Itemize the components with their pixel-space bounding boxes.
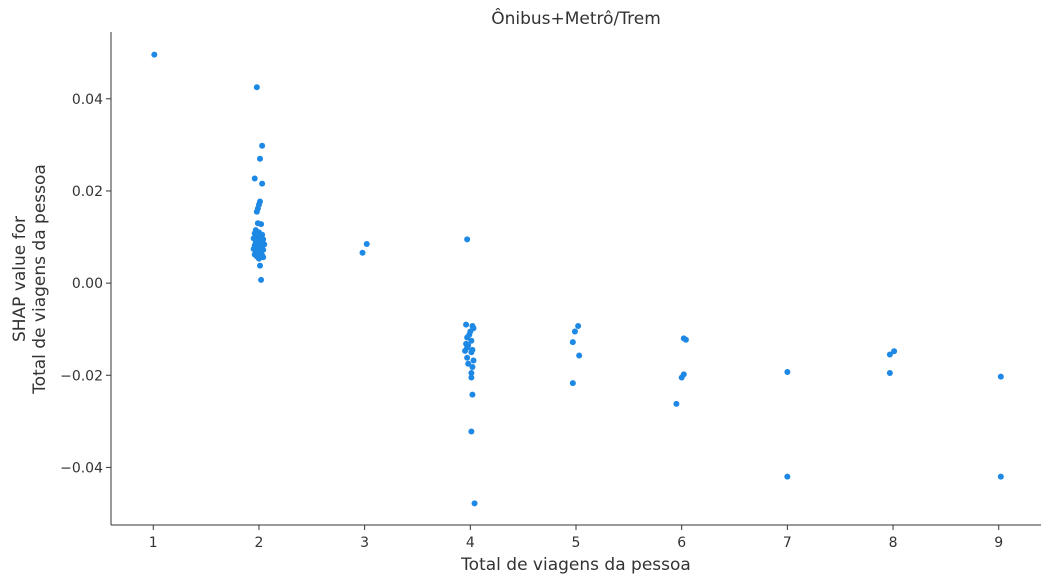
- scatter-point: [576, 352, 583, 359]
- y-axis-label-line-2: Total de viagens da pessoa: [30, 164, 50, 395]
- scatter-point: [363, 240, 370, 247]
- scatter-point: [257, 262, 264, 269]
- scatter-point: [359, 249, 366, 256]
- scatter-point: [575, 322, 582, 329]
- scatter-point: [463, 321, 470, 328]
- x-tick-label: 1: [149, 535, 158, 551]
- scatter-point: [465, 360, 472, 367]
- scatter-point: [470, 357, 477, 364]
- x-tick-label: 2: [254, 535, 263, 551]
- y-tick-label: 0.00: [72, 276, 103, 292]
- scatter-point: [682, 336, 689, 343]
- scatter-point: [997, 473, 1004, 480]
- scatter-point: [571, 328, 578, 335]
- scatter-point: [784, 473, 791, 480]
- scatter-point: [997, 373, 1004, 380]
- scatter-point: [462, 347, 469, 354]
- chart-title: Ônibus+Metrô/Trem: [491, 7, 661, 29]
- x-tick-label: 8: [889, 535, 898, 551]
- scatter-point: [464, 354, 471, 361]
- scatter-point: [468, 374, 475, 381]
- scatter-point: [471, 500, 478, 507]
- y-tick-label: 0.04: [72, 92, 103, 108]
- scatter-point: [257, 155, 264, 162]
- scatter-point: [258, 221, 265, 228]
- scatter-point: [253, 84, 260, 91]
- scatter-point: [469, 391, 476, 398]
- scatter-point: [891, 348, 898, 355]
- scatter-point: [469, 363, 476, 370]
- x-tick-label: 9: [994, 535, 1003, 551]
- y-axis: 0.04 0.02 0.00 −0.02 −0.04: [60, 92, 111, 476]
- scatter-point: [886, 351, 893, 358]
- x-tick-label: 5: [572, 535, 581, 551]
- scatter-point: [673, 400, 680, 407]
- scatter-point: [468, 369, 475, 376]
- data-points: [151, 51, 1004, 507]
- x-axis: 1 2 3 4 5 6 7 8 9: [149, 525, 1003, 551]
- x-tick-label: 4: [466, 535, 475, 551]
- scatter-point: [464, 236, 471, 243]
- scatter-point: [259, 180, 266, 187]
- scatter-point: [251, 175, 258, 182]
- scatter-point: [678, 374, 685, 381]
- scatter-point: [258, 276, 265, 283]
- scatter-point: [468, 349, 475, 356]
- scatter-point: [784, 369, 791, 376]
- scatter-point: [569, 339, 576, 346]
- y-tick-label: −0.02: [60, 368, 103, 384]
- x-tick-label: 7: [783, 535, 792, 551]
- scatter-point: [253, 208, 260, 215]
- y-axis-label-line-1: SHAP value for: [10, 216, 30, 342]
- scatter-point: [151, 51, 158, 58]
- y-tick-label: −0.04: [60, 460, 103, 476]
- x-tick-label: 3: [360, 535, 369, 551]
- x-tick-label: 6: [677, 535, 686, 551]
- scatter-point: [464, 334, 471, 341]
- scatter-point: [468, 428, 475, 435]
- scatter-point: [255, 255, 262, 262]
- y-tick-label: 0.02: [72, 184, 103, 200]
- x-axis-label: Total de viagens da pessoa: [460, 555, 691, 575]
- scatter-point: [886, 369, 893, 376]
- scatter-point: [259, 142, 266, 149]
- scatter-point: [468, 337, 475, 344]
- scatter-point: [569, 380, 576, 387]
